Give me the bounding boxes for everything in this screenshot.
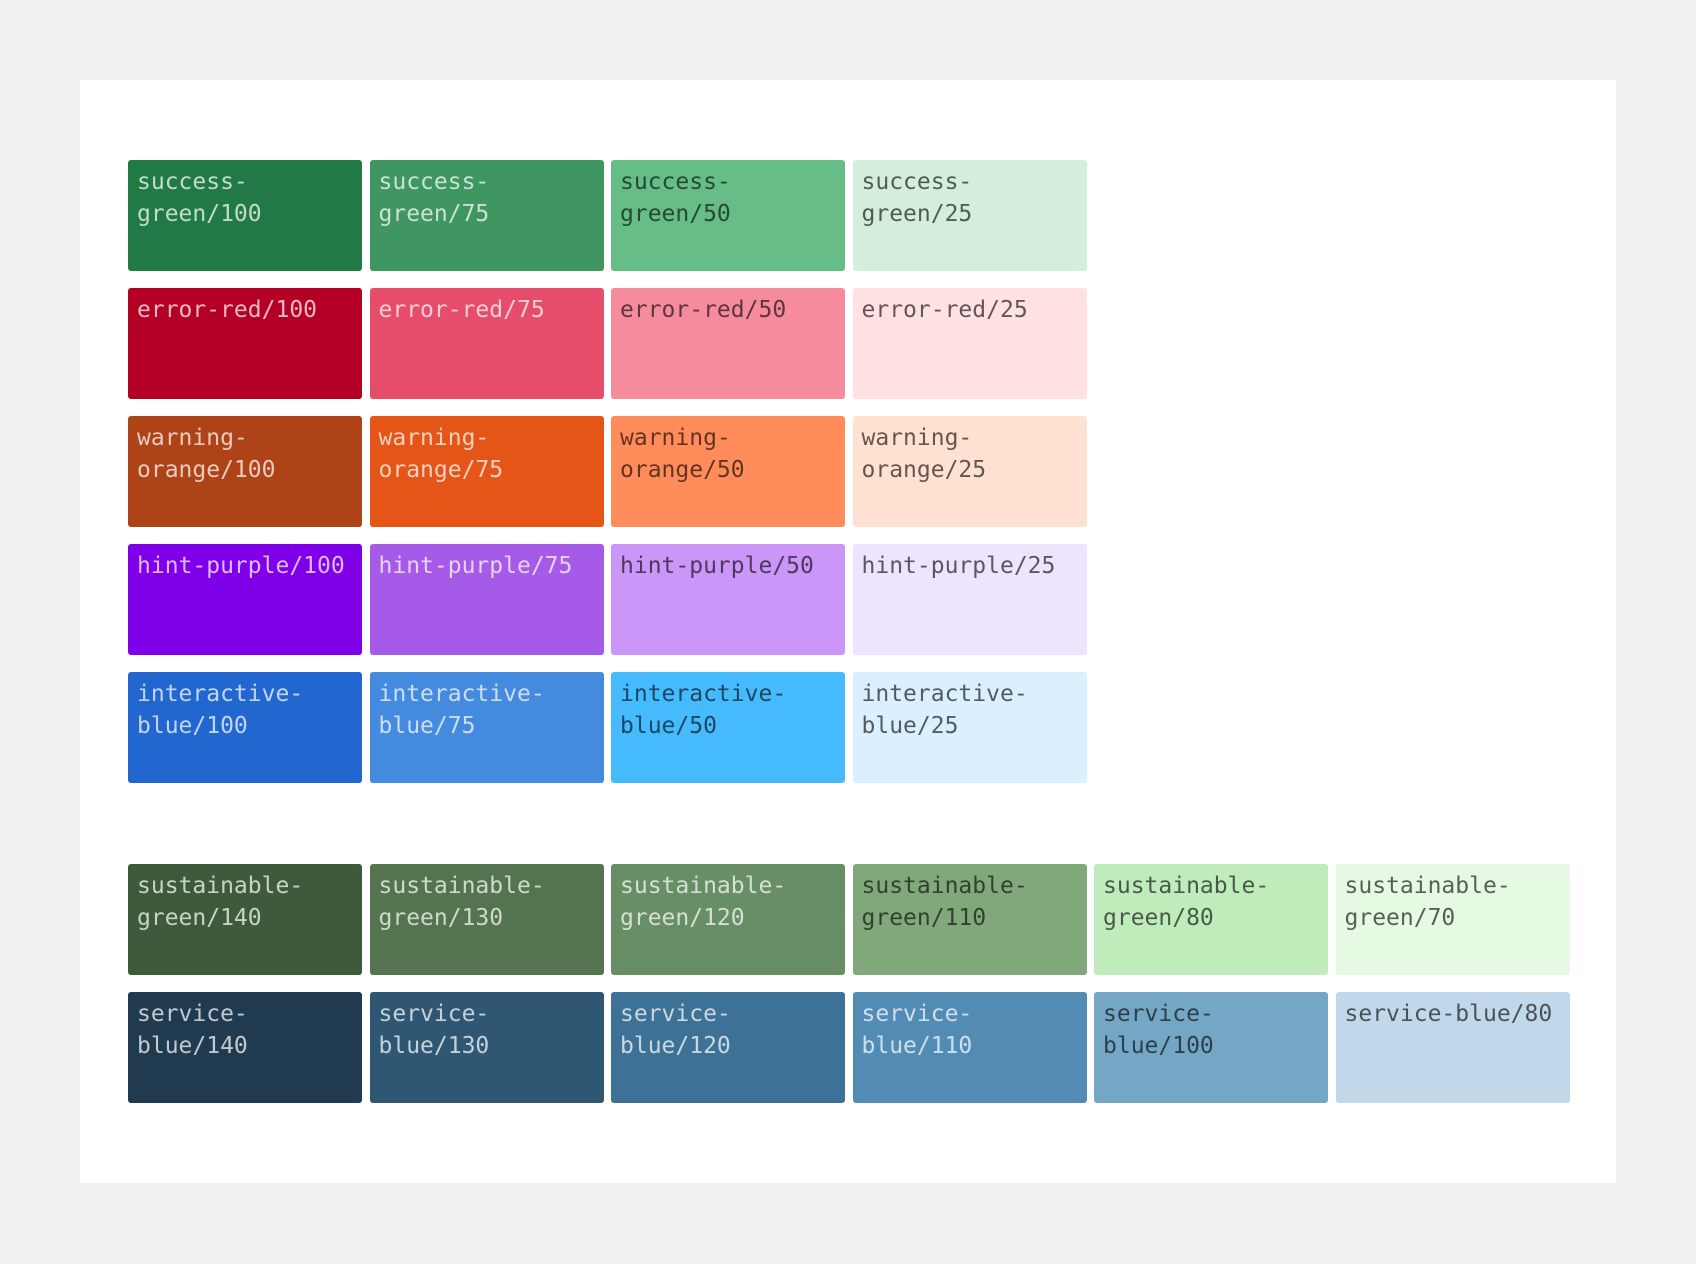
swatch-label: service-blue/130 [378, 1001, 490, 1059]
swatch-label: interactive-blue/75 [378, 681, 545, 739]
swatch-label: success-green/25 [861, 169, 973, 227]
swatch-label: success-green/100 [137, 169, 262, 227]
color-swatch: service-blue/140 [128, 992, 362, 1103]
color-swatch: error-red/75 [369, 288, 604, 399]
swatch-label: service-blue/80 [1344, 1001, 1553, 1027]
swatch-label: interactive-blue/50 [620, 681, 787, 739]
swatch-label: sustainable-green/130 [378, 873, 545, 931]
swatch-label: error-red/25 [861, 297, 1028, 323]
color-swatch: error-red/25 [852, 288, 1087, 399]
swatch-label: warning-orange/25 [861, 425, 987, 483]
color-swatch: sustainable-green/130 [369, 864, 604, 975]
swatch-label: sustainable-green/110 [861, 873, 1028, 931]
color-swatch: interactive-blue/75 [369, 672, 604, 783]
swatch-label: sustainable-green/120 [620, 873, 787, 931]
swatch-label: hint-purple/100 [137, 553, 345, 579]
color-swatch: success-green/100 [128, 160, 362, 271]
swatch-label: success-green/50 [620, 169, 731, 227]
color-swatch: service-blue/80 [1335, 992, 1570, 1103]
color-swatch: service-blue/100 [1094, 992, 1328, 1103]
color-swatch: warning-orange/25 [852, 416, 1087, 527]
swatch-label: warning-orange/100 [137, 425, 276, 483]
color-swatch: sustainable-green/70 [1335, 864, 1570, 975]
swatch-label: error-red/75 [378, 297, 545, 323]
color-swatch: interactive-blue/100 [128, 672, 362, 783]
color-swatch: warning-orange/50 [611, 416, 845, 527]
swatch-label: sustainable-green/70 [1344, 873, 1511, 931]
color-swatch: success-green/25 [852, 160, 1087, 271]
swatch-label: hint-purple/75 [378, 553, 573, 579]
swatch-label: warning-orange/50 [620, 425, 745, 483]
color-swatch: error-red/100 [128, 288, 362, 399]
palette-card: success-green/100 success-green/75 success… [80, 80, 1616, 1183]
color-swatch: hint-purple/100 [128, 544, 362, 655]
swatch-label: interactive-blue/100 [137, 681, 304, 739]
color-swatch: error-red/50 [611, 288, 845, 399]
swatch-label: hint-purple/50 [620, 553, 814, 579]
color-swatch: interactive-blue/50 [611, 672, 845, 783]
swatch-label: error-red/50 [620, 297, 787, 323]
color-swatch: interactive-blue/25 [852, 672, 1087, 783]
color-swatch: hint-purple/50 [611, 544, 845, 655]
color-swatch: sustainable-green/110 [852, 864, 1087, 975]
color-swatch: service-blue/120 [611, 992, 845, 1103]
color-swatch: sustainable-green/80 [1094, 864, 1328, 975]
swatch-label: sustainable-green/80 [1103, 873, 1270, 931]
color-swatch: sustainable-green/120 [611, 864, 845, 975]
color-swatch: warning-orange/75 [369, 416, 604, 527]
color-swatch: service-blue/130 [369, 992, 604, 1103]
color-swatch: hint-purple/75 [369, 544, 604, 655]
color-swatch: success-green/50 [611, 160, 845, 271]
color-swatch: success-green/75 [369, 160, 604, 271]
swatch-label: warning-orange/75 [378, 425, 504, 483]
swatch-label: service-blue/120 [620, 1001, 731, 1059]
swatch-label: service-blue/100 [1103, 1001, 1214, 1059]
swatch-label: service-blue/140 [137, 1001, 248, 1059]
swatch-label: sustainable-green/140 [137, 873, 304, 931]
color-swatch: sustainable-green/140 [128, 864, 362, 975]
swatch-label: hint-purple/25 [861, 553, 1056, 579]
swatch-label: service-blue/110 [861, 1001, 973, 1059]
swatch-label: success-green/75 [378, 169, 490, 227]
color-swatch: warning-orange/100 [128, 416, 362, 527]
swatch-label: error-red/100 [137, 297, 318, 323]
color-swatch: service-blue/110 [852, 992, 1087, 1103]
color-swatch: hint-purple/25 [852, 544, 1087, 655]
swatch-label: interactive-blue/25 [861, 681, 1028, 739]
